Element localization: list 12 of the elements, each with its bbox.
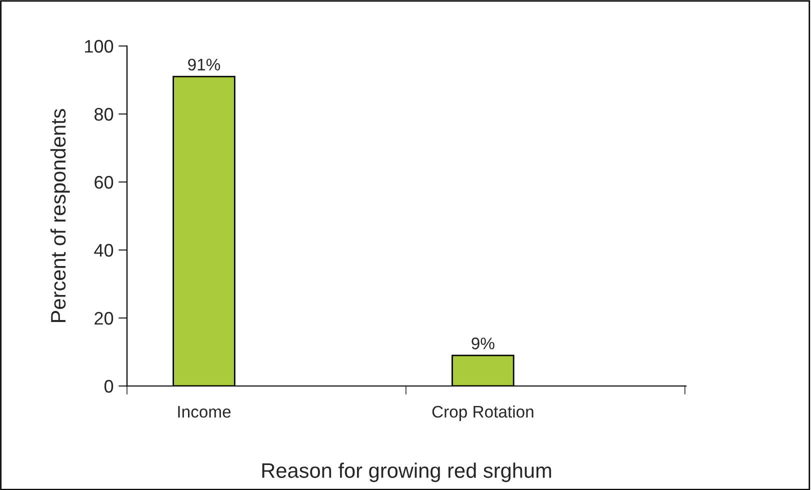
y-tick-label: 0 [104, 380, 114, 393]
y-tick-label: 80 [94, 108, 114, 121]
y-tick-label: 100 [85, 40, 114, 53]
data-label: 91% [188, 58, 220, 71]
data-label: 9% [472, 338, 494, 350]
y-axis-title: Percent of respondents [50, 109, 70, 322]
x-tick-label: Crop Rotation [432, 405, 534, 421]
y-tick-label: 20 [94, 312, 114, 325]
y-tick-label: 60 [94, 176, 114, 189]
y-tick-label: 40 [94, 244, 114, 257]
x-tick-label: Income [178, 406, 231, 418]
x-axis-title: Reason for growing red srghum [262, 462, 552, 482]
